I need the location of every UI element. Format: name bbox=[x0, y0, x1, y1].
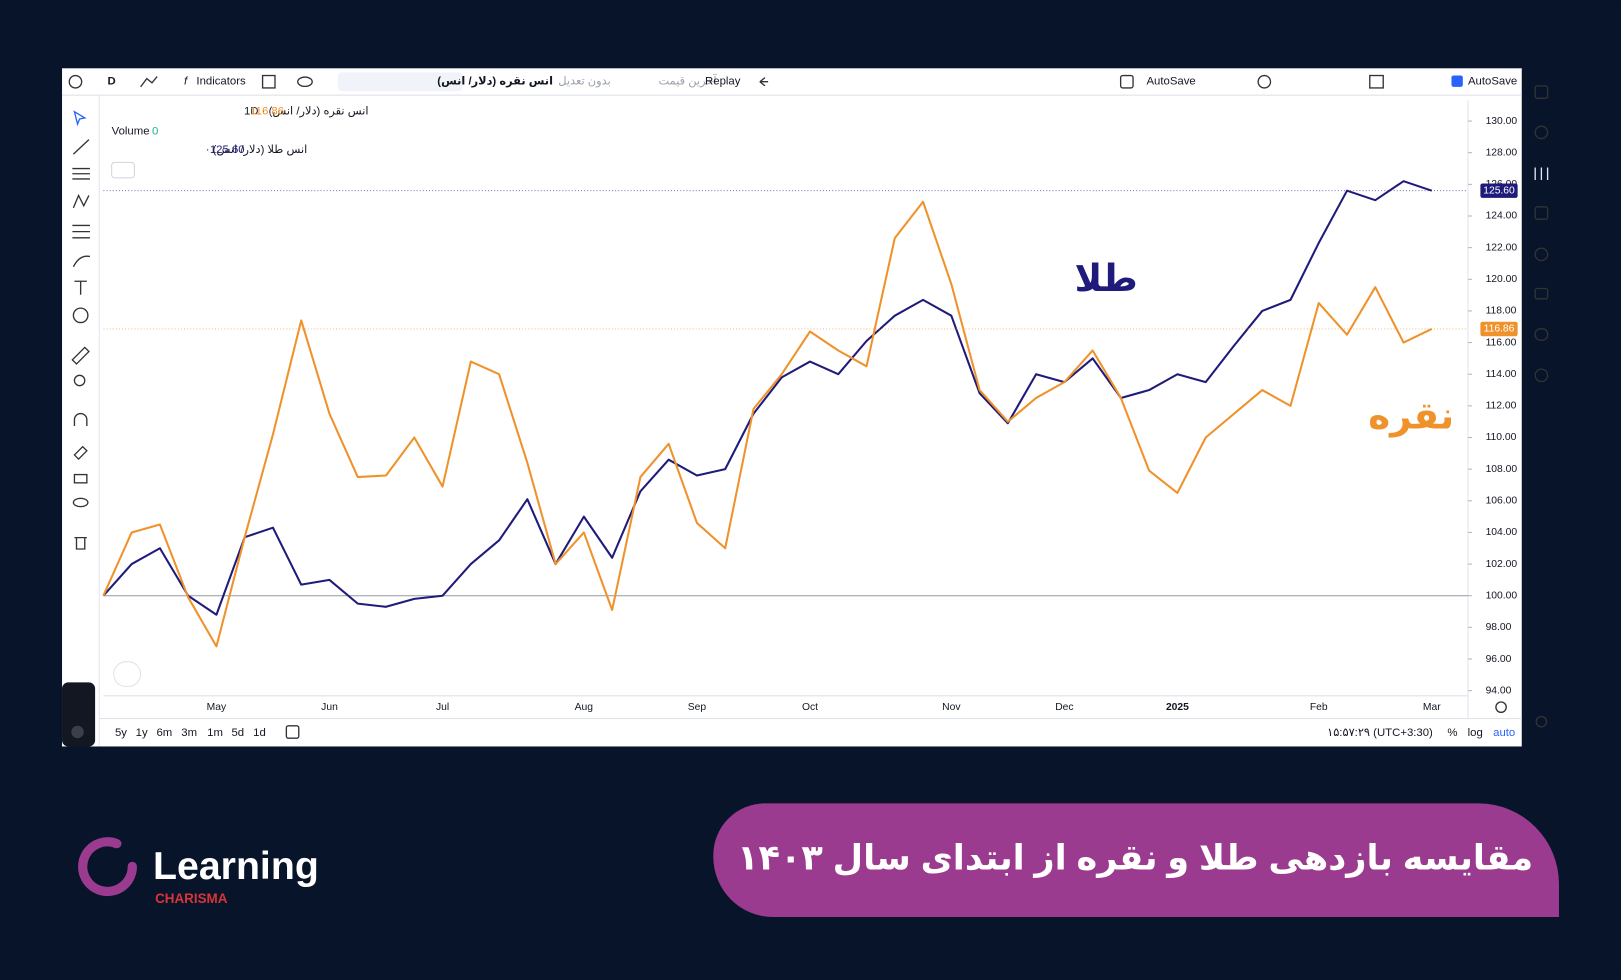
series-label: طلا bbox=[1075, 257, 1138, 299]
legend-silver-value: 116.86 bbox=[250, 106, 284, 118]
last-price-tag bbox=[1480, 183, 1518, 198]
x-tick-label: Mar bbox=[1423, 702, 1441, 713]
x-tick-label: Aug bbox=[575, 702, 594, 713]
y-tick-label: 106.00 bbox=[1486, 496, 1518, 507]
x-tick-label: Oct bbox=[802, 702, 818, 713]
replay-button[interactable]: Replay bbox=[705, 76, 741, 88]
x-tick-label: Jun bbox=[321, 702, 338, 713]
adjustment-dropdown[interactable]: بدون تعدیل bbox=[558, 76, 610, 89]
range-button[interactable]: 1m bbox=[207, 727, 223, 739]
tv-logo bbox=[113, 661, 142, 688]
date-range-icon[interactable] bbox=[285, 725, 300, 739]
legend-volume-value: 0 bbox=[152, 125, 158, 137]
x-tick-label: May bbox=[207, 702, 227, 713]
symbol-name[interactable]: انس نقره (دلار/ انس) bbox=[437, 76, 553, 88]
interval-button[interactable]: D bbox=[108, 76, 116, 88]
x-tick-label: Feb bbox=[1310, 702, 1328, 713]
x-tick-label: Jul bbox=[436, 702, 449, 713]
x-tick-label: Dec bbox=[1055, 702, 1073, 713]
legend-collapse[interactable] bbox=[111, 161, 135, 179]
banner bbox=[713, 803, 1559, 918]
brand-logo bbox=[78, 837, 137, 897]
series-label: نقره bbox=[1368, 395, 1454, 438]
legend-silver: انس نقره (دلار/ انس) · 1D bbox=[244, 106, 369, 119]
y-tick-label: 112.00 bbox=[1486, 401, 1517, 412]
symbol-chip[interactable] bbox=[338, 72, 463, 92]
right-sidebar[interactable] bbox=[1534, 85, 1549, 728]
last-price-tag bbox=[1480, 321, 1518, 337]
range-button[interactable]: 5d bbox=[231, 727, 244, 739]
settings-icon[interactable] bbox=[1257, 74, 1272, 89]
news-tab[interactable] bbox=[62, 682, 96, 747]
indicators-button[interactable]: Indicators bbox=[196, 76, 246, 88]
y-tick-label: 118.00 bbox=[1486, 306, 1517, 317]
x-tick-label: Sep bbox=[688, 702, 707, 713]
y-tick-label: 114.00 bbox=[1486, 369, 1517, 380]
auto-toggle[interactable]: auto bbox=[1493, 727, 1515, 739]
autosave-label[interactable]: AutoSave bbox=[1146, 76, 1195, 88]
price-type-dropdown[interactable]: آخرین قیمت bbox=[659, 74, 718, 89]
y-tick-label: 94.00 bbox=[1486, 685, 1512, 696]
range-button[interactable]: 6m bbox=[156, 727, 172, 739]
legend-volume: Volume bbox=[112, 125, 150, 137]
percent-toggle[interactable]: % bbox=[1447, 727, 1457, 739]
drawing-tools[interactable] bbox=[71, 110, 91, 550]
add-symbol-icon[interactable] bbox=[68, 74, 83, 89]
x-tick-label: 2025 bbox=[1166, 702, 1189, 713]
y-tick-label: 96.00 bbox=[1486, 654, 1512, 665]
last-price-tag-label: 125.60 bbox=[1483, 185, 1515, 196]
y-tick-label: 116.00 bbox=[1486, 337, 1517, 348]
y-tick-label: 122.00 bbox=[1486, 242, 1518, 253]
autosave-checked-label[interactable]: AutoSave bbox=[1468, 76, 1517, 88]
range-button[interactable]: 1d bbox=[253, 727, 266, 739]
y-tick-label: 102.00 bbox=[1486, 559, 1518, 570]
axis-settings-icon[interactable] bbox=[1495, 701, 1507, 714]
y-tick-label: 98.00 bbox=[1486, 622, 1512, 633]
brand-name: Learning bbox=[153, 844, 319, 888]
brand-sub: CHARISMA bbox=[155, 891, 228, 906]
hide-icon[interactable] bbox=[297, 76, 313, 88]
legend-gold-value: 125.60 bbox=[210, 144, 245, 156]
log-toggle[interactable]: log bbox=[1468, 727, 1483, 739]
y-tick-label: 130.00 bbox=[1486, 116, 1518, 127]
y-tick-label: 120.00 bbox=[1486, 274, 1518, 285]
series-line bbox=[102, 180, 1433, 616]
fx-icon[interactable]: f bbox=[184, 76, 189, 88]
y-tick-label: 108.00 bbox=[1486, 464, 1518, 475]
range-buttons[interactable]: 5y 1y 6m 3m 1m 5d 1d bbox=[115, 727, 266, 739]
news-tab-arrow[interactable] bbox=[71, 725, 84, 739]
range-button[interactable]: 5y bbox=[115, 727, 127, 739]
x-tick-label: Nov bbox=[942, 702, 961, 713]
legend-gold: انس طلا (دلار/ انس) · bbox=[206, 144, 308, 157]
y-tick-label: 128.00 bbox=[1486, 147, 1518, 158]
y-tick-label: 124.00 bbox=[1486, 211, 1518, 222]
chart-panel bbox=[62, 68, 1522, 747]
range-button[interactable]: 1y bbox=[136, 727, 148, 739]
range-button[interactable]: 3m bbox=[181, 727, 197, 739]
series-line bbox=[102, 200, 1433, 648]
last-price-tag-label: 116.86 bbox=[1484, 324, 1515, 335]
clock: ۱۵:۵۷:۲۹ (UTC+3:30) bbox=[1327, 727, 1433, 739]
y-tick-label: 104.00 bbox=[1486, 527, 1518, 538]
chart-style-icon[interactable] bbox=[140, 76, 158, 88]
undo-icon[interactable] bbox=[759, 77, 769, 87]
snapshot-icon[interactable] bbox=[1369, 74, 1384, 89]
y-tick-label: 100.00 bbox=[1486, 590, 1518, 601]
templates-icon[interactable] bbox=[261, 74, 276, 89]
banner-title: مقایسه بازدهی طلا و نقره از ابتدای سال ۱… bbox=[737, 838, 1533, 878]
autosave-checkbox[interactable] bbox=[1119, 74, 1134, 89]
autosave-checked-box[interactable] bbox=[1451, 75, 1463, 87]
y-tick-label: 110.00 bbox=[1486, 432, 1517, 443]
